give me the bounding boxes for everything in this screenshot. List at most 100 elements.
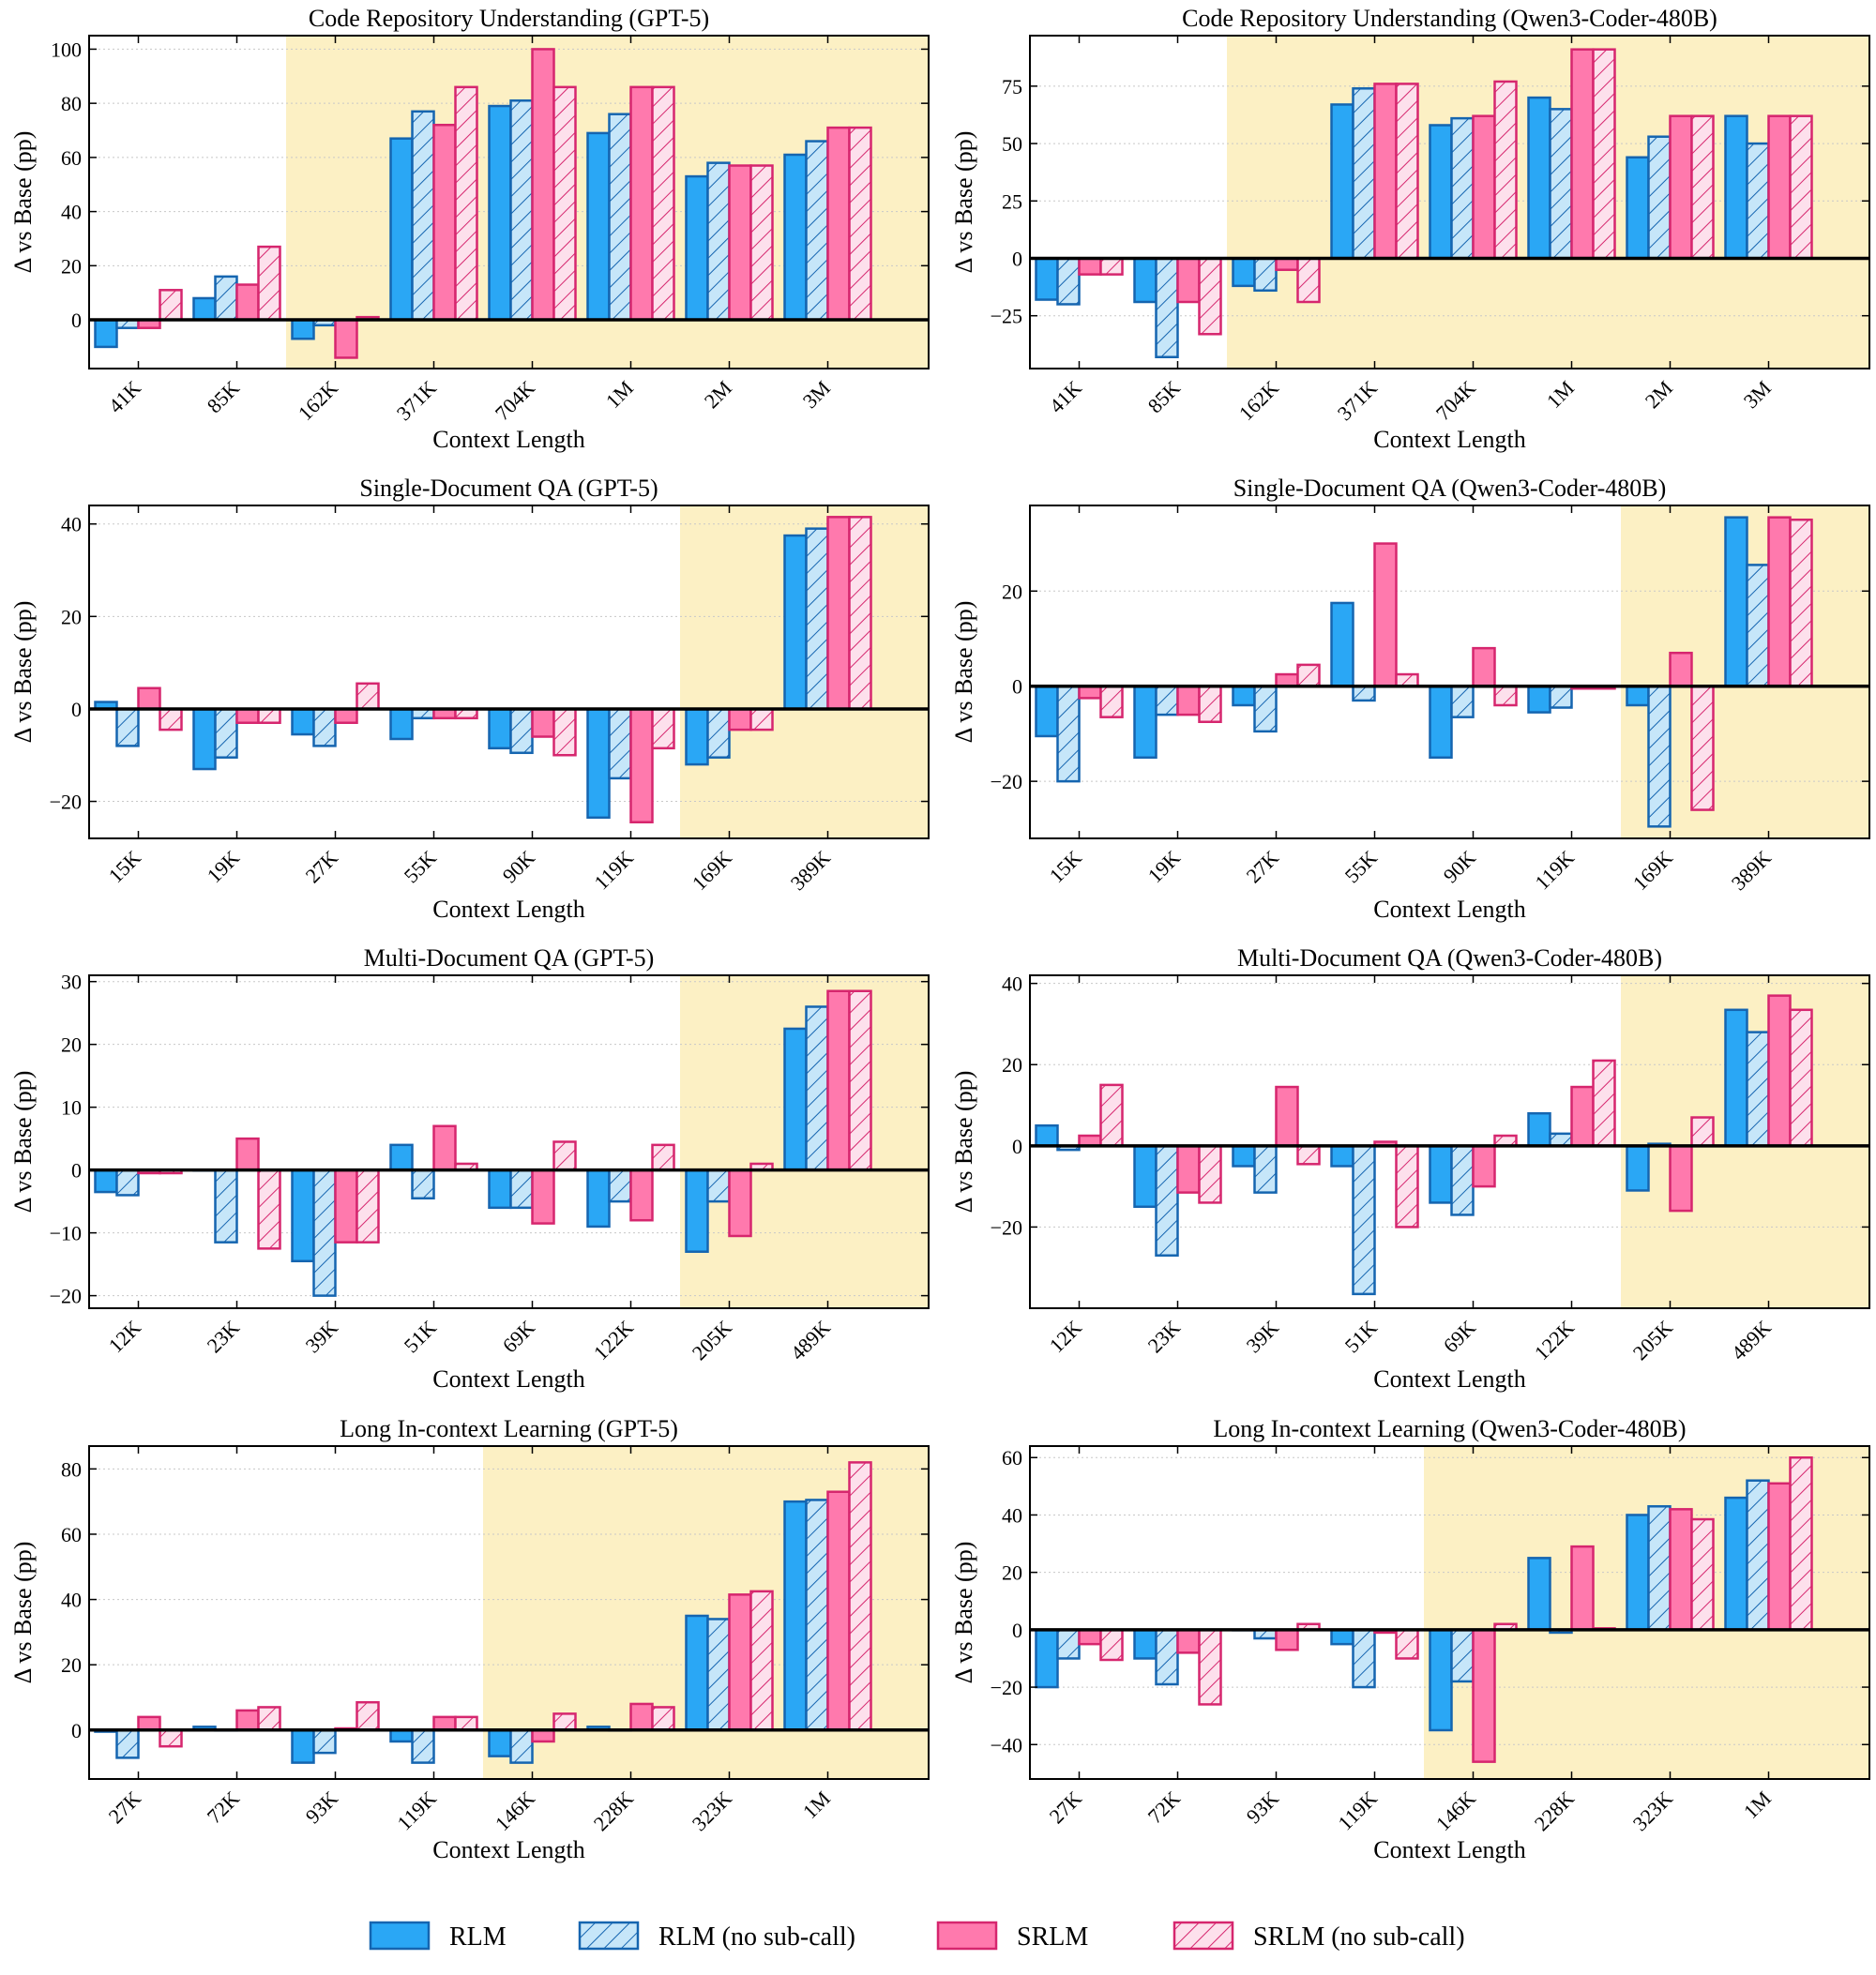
bar-srlm <box>728 1593 752 1732</box>
x-tick-label: 3M <box>798 376 835 413</box>
bar-srlm-no-subcall <box>257 245 281 322</box>
bar-srlm-no-subcall <box>552 1140 577 1171</box>
bar-rlm-no-subcall <box>411 1168 435 1200</box>
bar-srlm-no-subcall <box>1493 80 1518 260</box>
bar-rlm <box>685 1168 709 1253</box>
plot-frame <box>1029 35 1870 369</box>
bar-srlm-no-subcall <box>1099 1628 1124 1662</box>
bar-srlm-no-subcall <box>848 989 872 1171</box>
bar-srlm <box>826 989 851 1171</box>
bar-srlm-no-subcall <box>848 1461 872 1732</box>
legend-swatch-srlm-no-subcall <box>1172 1921 1234 1951</box>
y-axis-label: Δ vs Base (pp) <box>950 601 977 744</box>
bar-srlm-no-subcall <box>454 85 478 322</box>
bar-srlm <box>334 707 358 724</box>
legend-swatch-srlm <box>936 1921 998 1951</box>
x-tick-label: 85K <box>203 376 245 418</box>
bar-srlm-no-subcall <box>1789 1008 1813 1148</box>
y-tick-label: −20 <box>991 770 1022 793</box>
bar-srlm <box>334 318 358 359</box>
chart-title: Multi-Document QA (Qwen3-Coder-480B) <box>1237 944 1662 972</box>
bar-rlm-no-subcall <box>706 1618 731 1732</box>
bar-srlm <box>1176 257 1201 304</box>
bar-srlm-no-subcall <box>651 85 675 322</box>
bar-srlm-no-subcall <box>1395 1144 1419 1229</box>
chart-panel: −25 0 25 50 75 41K 85K 162K 371K 704K 1M 2M 3M Code R… <box>950 5 1870 453</box>
y-axis-label: Δ vs Base (pp) <box>9 131 37 274</box>
y-tick-label: 0 <box>71 309 82 332</box>
bar-rlm <box>488 104 512 322</box>
bar-srlm-no-subcall <box>1690 114 1715 260</box>
bar-rlm <box>1527 1111 1551 1148</box>
bar-rlm-no-subcall <box>214 275 238 322</box>
chart-title: Long In-context Learning (GPT-5) <box>340 1415 678 1442</box>
x-tick-label: 39K <box>301 1316 343 1358</box>
bar-srlm <box>1767 1482 1792 1632</box>
x-tick-label: 12K <box>104 1316 146 1358</box>
legend-swatch-rlm-no-subcall <box>578 1921 640 1951</box>
y-tick-label: 40 <box>61 513 82 536</box>
x-tick-label: 122K <box>589 1316 638 1364</box>
bar-rlm <box>685 174 709 322</box>
x-tick-label: 119K <box>392 1787 441 1835</box>
bar-rlm-no-subcall <box>115 1728 140 1759</box>
bar-rlm <box>783 1027 808 1171</box>
x-tick-label: 15K <box>104 846 146 888</box>
bar-srlm <box>1767 516 1792 687</box>
bar-srlm-no-subcall <box>1690 1517 1715 1632</box>
chart-title: Multi-Document QA (GPT-5) <box>364 944 655 972</box>
y-axis-label: Δ vs Base (pp) <box>950 1071 977 1214</box>
x-tick-label: 228K <box>1530 1787 1579 1835</box>
bar-rlm-no-subcall <box>1647 135 1672 260</box>
bar-rlm <box>586 707 611 820</box>
x-tick-label: 23K <box>203 1316 245 1358</box>
bar-rlm <box>389 707 414 741</box>
bar-rlm-no-subcall <box>805 1499 829 1732</box>
bar-rlm <box>389 1143 414 1171</box>
x-tick-label: 69K <box>1439 1316 1481 1358</box>
bar-srlm-no-subcall <box>159 289 183 322</box>
bar-srlm <box>1472 646 1496 687</box>
bar-srlm-no-subcall <box>651 707 675 750</box>
bar-rlm-no-subcall <box>1056 1628 1081 1660</box>
chart-title: Single-Document QA (Qwen3-Coder-480B) <box>1233 475 1667 502</box>
x-tick-label: 169K <box>1628 846 1677 895</box>
bar-srlm <box>1669 1144 1693 1213</box>
bar-rlm <box>1626 156 1650 260</box>
y-tick-label: 40 <box>61 1589 82 1612</box>
x-tick-label: 371K <box>1333 376 1382 425</box>
bar-srlm <box>1275 672 1299 687</box>
bar-srlm <box>334 1168 358 1244</box>
x-tick-label: 41K <box>104 376 146 418</box>
bar-rlm <box>291 707 315 736</box>
x-axis-label: Context Length <box>432 426 584 453</box>
bar-srlm-no-subcall <box>1296 257 1321 304</box>
bar-rlm-no-subcall <box>1056 685 1081 783</box>
bar-rlm <box>94 318 118 349</box>
bar-srlm <box>826 516 851 711</box>
y-tick-label: 40 <box>1002 1503 1022 1527</box>
bar-srlm <box>629 1168 654 1222</box>
bar-rlm-no-subcall <box>312 1168 337 1297</box>
bar-rlm <box>1626 685 1650 707</box>
bar-rlm-no-subcall <box>115 707 140 747</box>
x-tick-label: 23K <box>1143 1316 1186 1358</box>
bar-rlm <box>389 1728 414 1743</box>
bar-rlm-no-subcall <box>509 1728 534 1764</box>
bar-rlm <box>488 1168 512 1210</box>
bar-srlm-no-subcall <box>1592 48 1616 260</box>
bar-rlm <box>1527 1557 1551 1632</box>
bar-srlm <box>1176 1144 1201 1194</box>
bar-srlm <box>1373 83 1398 260</box>
bar-rlm <box>1527 685 1551 714</box>
bar-rlm <box>1330 601 1354 687</box>
bar-srlm-no-subcall <box>1198 1144 1222 1204</box>
bar-srlm <box>432 1715 457 1732</box>
bar-rlm <box>1330 1144 1354 1168</box>
legend-label-srlm-no-subcall: SRLM (no sub-call) <box>1253 1922 1465 1952</box>
bar-srlm <box>1373 542 1398 687</box>
bar-srlm <box>235 1137 260 1171</box>
bar-rlm <box>685 707 709 766</box>
bar-rlm <box>1035 1628 1059 1689</box>
bar-srlm <box>432 1124 457 1171</box>
